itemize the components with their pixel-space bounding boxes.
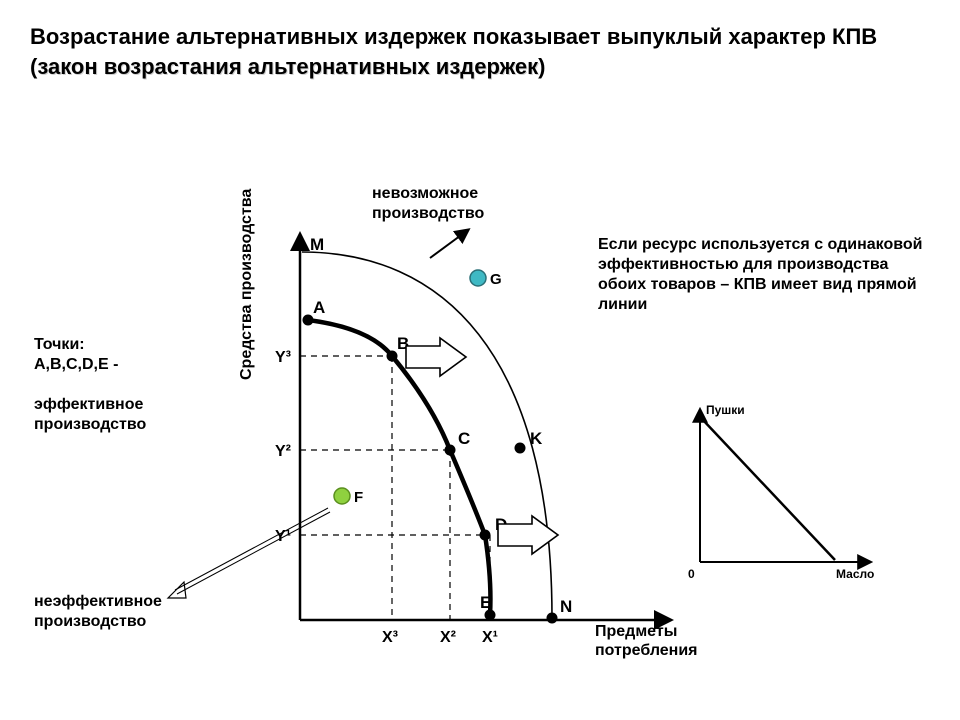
point-d	[480, 530, 491, 541]
point-n	[547, 613, 558, 624]
label-y2: Y²	[275, 443, 291, 460]
point-b	[387, 351, 398, 362]
small-origin-label: 0	[688, 567, 695, 581]
label-k: K	[530, 429, 543, 448]
label-x3: X³	[382, 629, 398, 646]
point-k	[515, 443, 526, 454]
point-c	[445, 445, 456, 456]
small-chart: Пушки Масло 0	[688, 403, 874, 581]
point-g	[470, 270, 486, 286]
label-y1: Y¹	[275, 528, 291, 545]
label-x1: X¹	[482, 629, 498, 646]
label-x2: X²	[440, 629, 456, 646]
block-arrow-b	[406, 338, 466, 376]
point-a	[303, 315, 314, 326]
label-m: M	[310, 235, 324, 254]
label-c: C	[458, 429, 470, 448]
label-a: A	[313, 298, 325, 317]
inner-ppf-curve	[308, 320, 490, 615]
point-f	[334, 488, 350, 504]
small-y-label: Пушки	[706, 403, 745, 417]
diagram-canvas: Y³ Y² Y¹ X³ X² X¹ M A B C D E K N G F	[0, 0, 960, 720]
small-x-label: Масло	[836, 567, 874, 581]
label-n: N	[560, 597, 572, 616]
inefficient-arrow	[168, 508, 330, 598]
label-f: F	[354, 489, 363, 506]
outer-ppf-curve	[302, 252, 552, 618]
label-e: E	[480, 593, 491, 612]
label-g: G	[490, 271, 502, 288]
impossible-arrow	[430, 230, 468, 258]
label-y3: Y³	[275, 349, 291, 366]
